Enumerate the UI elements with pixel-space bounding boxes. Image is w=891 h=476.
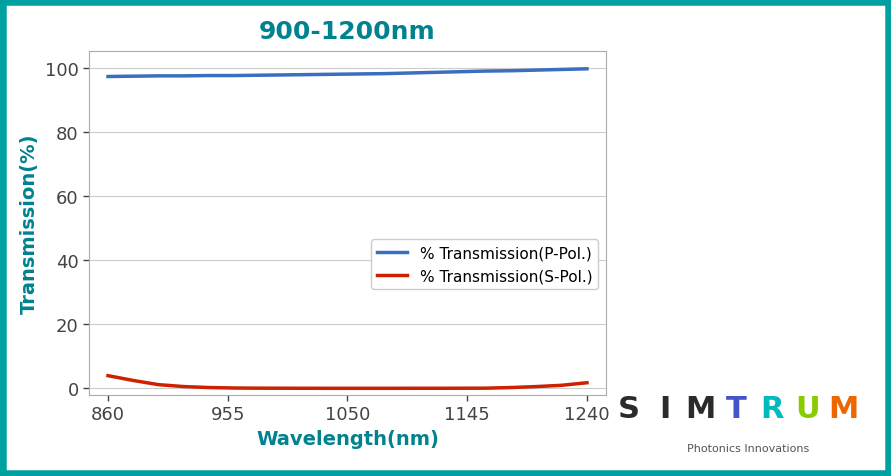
Y-axis label: Transmission(%): Transmission(%) [20, 134, 39, 314]
% Transmission(P-Pol.) [128, 74, 139, 80]
Title: 900-1200nm: 900-1200nm [259, 20, 436, 43]
Text: M: M [685, 395, 715, 423]
Text: M: M [828, 395, 858, 423]
% Transmission(P-Pol.) [102, 74, 113, 80]
% Transmission(P-Pol.) [405, 71, 416, 77]
% Transmission(P-Pol.) [229, 73, 240, 79]
% Transmission(S-Pol.) [102, 373, 113, 379]
% Transmission(P-Pol.) [481, 69, 492, 75]
% Transmission(P-Pol.) [330, 72, 340, 78]
Text: I: I [658, 395, 670, 423]
% Transmission(P-Pol.) [279, 73, 290, 79]
% Transmission(P-Pol.) [355, 72, 365, 78]
Text: Photonics Innovations: Photonics Innovations [687, 443, 810, 453]
% Transmission(P-Pol.) [178, 74, 189, 79]
% Transmission(S-Pol.) [405, 386, 416, 391]
% Transmission(S-Pol.) [178, 384, 189, 390]
% Transmission(S-Pol.) [229, 386, 240, 391]
% Transmission(P-Pol.) [380, 71, 390, 77]
% Transmission(S-Pol.) [481, 386, 492, 391]
% Transmission(S-Pol.) [430, 386, 441, 391]
% Transmission(P-Pol.) [254, 73, 265, 79]
% Transmission(P-Pol.) [455, 69, 466, 75]
Line: % Transmission(P-Pol.): % Transmission(P-Pol.) [108, 69, 587, 77]
Line: % Transmission(S-Pol.): % Transmission(S-Pol.) [108, 376, 587, 388]
% Transmission(S-Pol.) [203, 385, 214, 391]
Legend: % Transmission(P-Pol.), % Transmission(S-Pol.): % Transmission(P-Pol.), % Transmission(S… [371, 240, 598, 290]
% Transmission(S-Pol.) [305, 386, 315, 391]
% Transmission(P-Pol.) [506, 69, 517, 74]
% Transmission(S-Pol.) [556, 383, 567, 388]
% Transmission(P-Pol.) [582, 67, 593, 72]
Text: U: U [795, 395, 820, 423]
% Transmission(S-Pol.) [153, 382, 164, 387]
% Transmission(S-Pol.) [330, 386, 340, 391]
% Transmission(S-Pol.) [582, 380, 593, 386]
% Transmission(S-Pol.) [506, 385, 517, 391]
% Transmission(P-Pol.) [153, 74, 164, 79]
% Transmission(P-Pol.) [430, 70, 441, 76]
% Transmission(P-Pol.) [531, 68, 542, 74]
Text: S: S [617, 395, 640, 423]
% Transmission(S-Pol.) [531, 384, 542, 390]
% Transmission(S-Pol.) [254, 386, 265, 391]
% Transmission(S-Pol.) [355, 386, 365, 391]
% Transmission(S-Pol.) [455, 386, 466, 391]
% Transmission(S-Pol.) [380, 386, 390, 391]
% Transmission(P-Pol.) [556, 68, 567, 73]
X-axis label: Wavelength(nm): Wavelength(nm) [256, 429, 439, 448]
% Transmission(P-Pol.) [305, 72, 315, 78]
% Transmission(P-Pol.) [203, 73, 214, 79]
Text: T: T [725, 395, 747, 423]
Text: R: R [760, 395, 783, 423]
% Transmission(S-Pol.) [128, 378, 139, 384]
% Transmission(S-Pol.) [279, 386, 290, 391]
